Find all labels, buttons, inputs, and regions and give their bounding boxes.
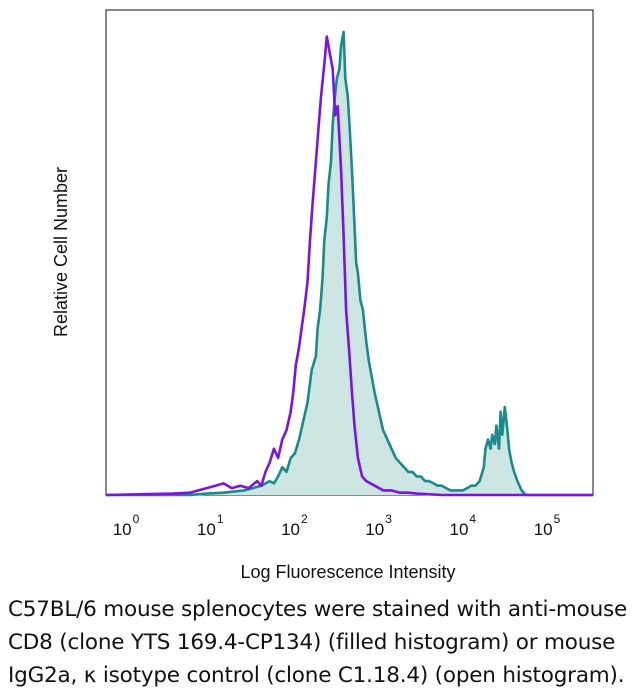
x-tick-label: 100 (113, 512, 140, 539)
x-axis-title: Log Fluorescence Intensity (240, 562, 455, 582)
series-line-0 (106, 30, 593, 497)
caption-line: C57BL/6 mouse splenocytes were stained w… (8, 597, 628, 622)
series-line-1 (105, 35, 593, 497)
figure-caption: C57BL/6 mouse splenocytes were stained w… (8, 593, 632, 692)
x-tick-label: 101 (197, 512, 224, 539)
x-tick-label: 102 (281, 512, 308, 539)
caption-line: CD8 (clone YTS 169.4-CP134) (filled hist… (8, 630, 616, 655)
caption-line: IgG2a, κ isotype control (clone C1.18.4)… (8, 663, 625, 688)
series-fill-0 (106, 32, 593, 495)
y-axis-title: Relative Cell Number (51, 167, 71, 337)
x-tick-label: 105 (534, 512, 561, 539)
x-tick-label: 103 (365, 512, 392, 539)
x-tick-label: 104 (449, 512, 476, 539)
